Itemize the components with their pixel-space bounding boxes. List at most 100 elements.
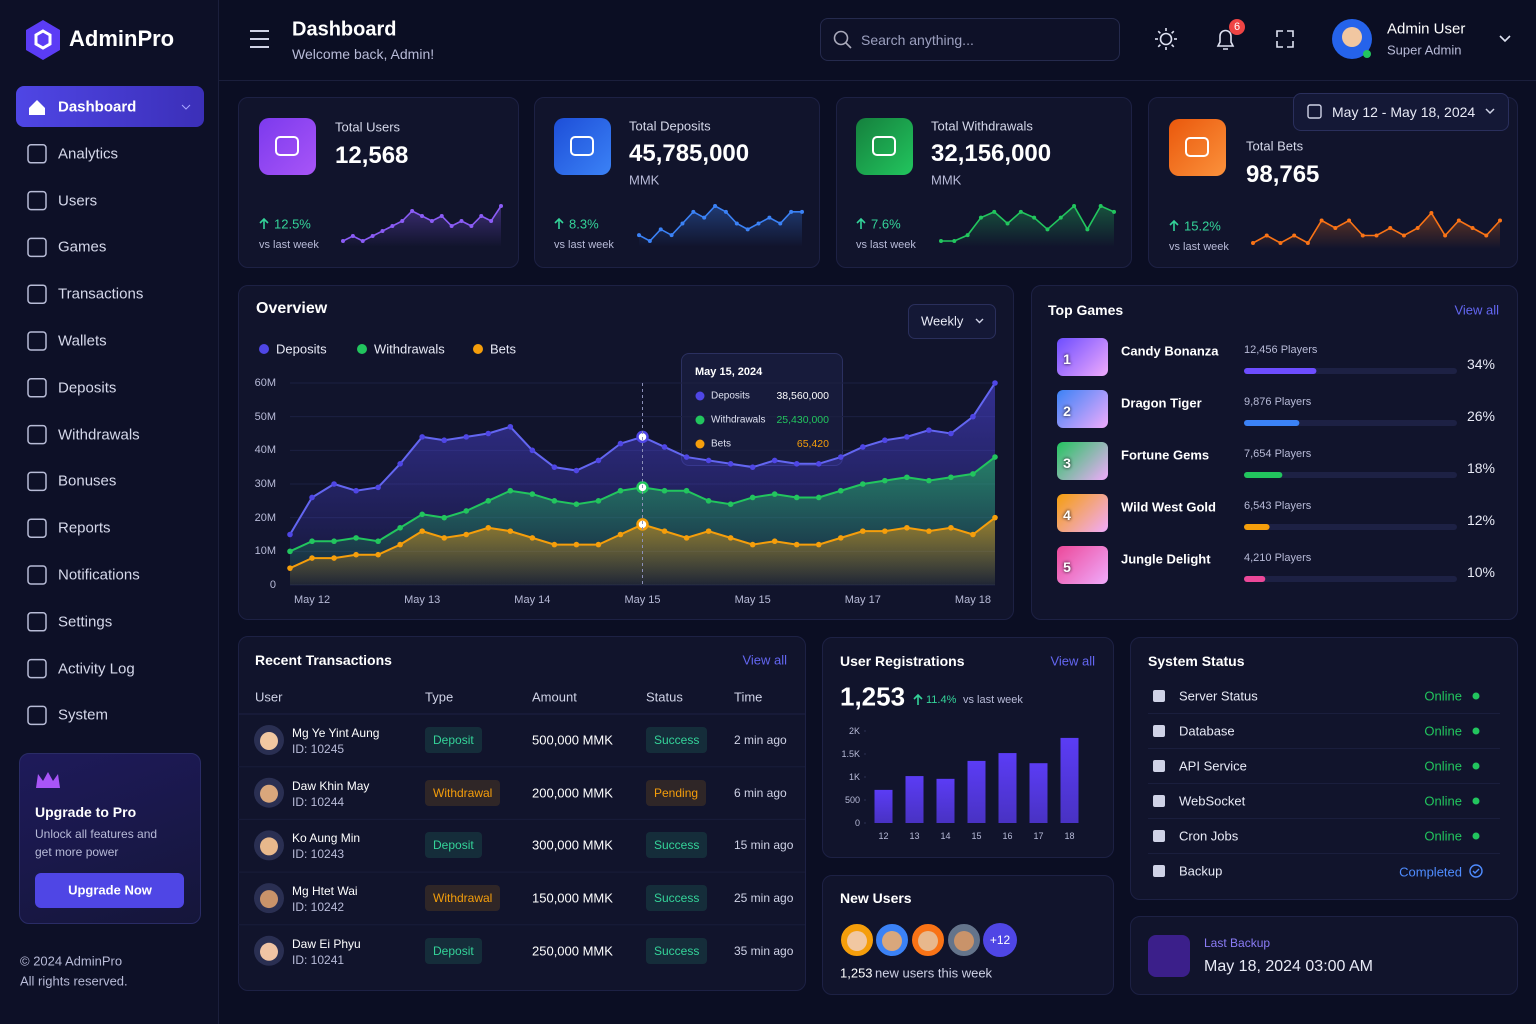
upgrade-title: Upgrade to Pro — [35, 804, 137, 820]
game-thumbnail — [1057, 546, 1108, 584]
stat-change: 7.6% — [871, 216, 901, 232]
nav-item[interactable]: Deposits — [58, 379, 117, 397]
x-tick-label: 13 — [909, 831, 920, 841]
stat-change: 8.3% — [569, 216, 599, 232]
x-tick-label: May 12 — [293, 594, 331, 606]
date-range-label[interactable]: May 12 - May 18, 2024 — [1332, 104, 1476, 120]
view-all-link[interactable]: View all — [1050, 653, 1095, 669]
amount: 150,000 MMK — [532, 890, 613, 906]
game-players: 6,543 Players — [1244, 500, 1312, 512]
search-box[interactable] — [820, 18, 1120, 61]
tooltip-title: May 15, 2024 — [695, 366, 763, 378]
registrations-change: 11.4% — [926, 694, 957, 706]
amount: 500,000 MMK — [532, 732, 613, 748]
section-title: User Registrations — [840, 653, 965, 669]
status-value: Online — [1424, 723, 1462, 739]
view-all-link[interactable]: View all — [742, 652, 787, 668]
system-status-card — [1130, 637, 1518, 900]
x-tick-label: May 13 — [404, 594, 441, 606]
period-label[interactable]: Weekly — [921, 313, 964, 329]
x-tick-label: May 14 — [514, 594, 551, 606]
game-rank: 2 — [1063, 403, 1071, 419]
nav-item[interactable]: Games — [58, 238, 107, 256]
user-id: ID: 10244 — [292, 794, 345, 809]
type-pill: Withdrawal — [425, 779, 501, 806]
y-tick-label: 1.5K — [841, 749, 860, 759]
game-share: 12% — [1466, 512, 1495, 528]
amount: 250,000 MMK — [532, 943, 613, 959]
y-tick-label: 2K — [848, 726, 860, 736]
user-name: Ko Aung Min — [292, 831, 361, 846]
registrations-card — [822, 637, 1114, 858]
status-value: Online — [1424, 758, 1462, 774]
nav-item[interactable]: Notifications — [58, 566, 140, 584]
upgrade-text: get more power — [35, 845, 119, 859]
tooltip-name: Bets — [711, 438, 732, 450]
status-pill: Pending — [646, 779, 707, 806]
y-tick-label: 40M — [254, 444, 276, 457]
overview-title: Overview — [256, 300, 328, 317]
time: 15 min ago — [734, 838, 794, 853]
nav-item[interactable]: Activity Log — [58, 660, 135, 678]
type-pill: Deposit — [425, 937, 482, 964]
user-id: ID: 10242 — [292, 900, 345, 915]
time: 25 min ago — [734, 891, 794, 906]
stat-value: 12,568 — [335, 142, 409, 169]
nav-item[interactable]: Users — [58, 192, 98, 210]
stat-label: Total Withdrawals — [931, 118, 1033, 134]
game-thumbnail — [1057, 390, 1108, 428]
status-name: WebSocket — [1179, 793, 1246, 809]
date-range[interactable] — [1293, 93, 1509, 131]
type-pill: Withdrawal — [425, 885, 501, 912]
nav-item[interactable]: Wallets — [58, 332, 107, 350]
time: 35 min ago — [734, 943, 794, 958]
stat-note: vs last week — [554, 239, 614, 251]
status-name: Backup — [1179, 863, 1223, 879]
nav-active[interactable] — [16, 86, 204, 127]
y-tick-label: 60M — [254, 377, 276, 389]
status-name: API Service — [1179, 758, 1247, 774]
nav-item[interactable]: Transactions — [58, 285, 144, 303]
nav-item[interactable]: Analytics — [58, 145, 119, 163]
user-name[interactable]: Admin User — [1387, 20, 1466, 38]
view-all-link[interactable]: View all — [1454, 302, 1499, 318]
upgrade-button[interactable] — [35, 873, 184, 908]
x-tick-label: 16 — [1002, 831, 1013, 841]
upgrade-button-label[interactable]: Upgrade Now — [68, 882, 152, 898]
nav-item[interactable]: Reports — [58, 519, 111, 537]
nav-item[interactable]: Withdrawals — [58, 426, 140, 444]
nav-item[interactable]: System — [58, 706, 109, 724]
page-subtitle: Welcome back, Admin! — [292, 46, 435, 62]
game-players: 9,876 Players — [1244, 396, 1312, 408]
game-players: 4,210 Players — [1244, 552, 1312, 564]
status-value: Online — [1424, 793, 1462, 809]
x-tick-label: May 18 — [954, 594, 992, 606]
nav-item[interactable]: Dashboard — [58, 98, 137, 116]
stat-label: Total Users — [335, 119, 401, 135]
stat-unit: MMK — [629, 172, 660, 188]
game-thumbnail — [1057, 338, 1108, 376]
game-rank: 5 — [1063, 559, 1071, 575]
nav-item[interactable]: Bonuses — [58, 472, 117, 490]
y-tick-label: 500 — [844, 795, 860, 805]
footer-text: All rights reserved. — [20, 973, 128, 989]
user-id: ID: 10245 — [292, 742, 345, 756]
status-value: Completed — [1399, 864, 1462, 880]
stat-icon — [856, 118, 913, 175]
backup-card — [1130, 916, 1518, 995]
y-tick-label: 50M — [254, 410, 276, 423]
section-title: Top Games — [1048, 302, 1124, 318]
stat-label: Total Bets — [1246, 138, 1304, 154]
page-title: Dashboard — [292, 18, 397, 41]
game-name: Wild West Gold — [1121, 499, 1216, 515]
column-header: Amount — [532, 689, 577, 705]
brand: AdminPro — [69, 26, 175, 51]
x-tick-label: May 17 — [844, 594, 881, 606]
stat-icon — [554, 118, 611, 175]
registrations-total: 1,253 — [840, 681, 906, 712]
game-name: Jungle Delight — [1121, 551, 1211, 567]
search-placeholder[interactable]: Search anything... — [861, 32, 974, 48]
stat-change: 15.2% — [1184, 218, 1221, 234]
nav-item[interactable]: Settings — [58, 613, 113, 631]
